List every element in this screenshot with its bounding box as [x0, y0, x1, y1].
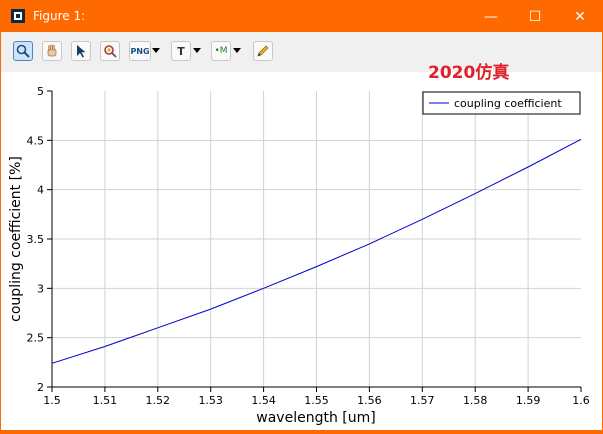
close-button[interactable]: ✕: [574, 8, 586, 25]
y-tick-label: 2.5: [27, 332, 45, 345]
series-line-coupling-coefficient[interactable]: [51, 138, 582, 364]
hand-icon: [47, 44, 57, 57]
x-tick-label: 1.58: [463, 394, 488, 407]
legend[interactable]: coupling coefficient: [422, 91, 581, 115]
x-tick-label: 1.57: [410, 394, 435, 407]
legend-entry: coupling coefficient: [454, 97, 562, 110]
plot-area[interactable]: 1.5 1.51 1.52 1.53 1.54 1.55 1.56 1.57 1.58 1.59 1…: [1, 72, 602, 430]
chevron-down-icon[interactable]: [233, 48, 241, 53]
y-tick-label: 2: [37, 381, 44, 394]
zoom-tool[interactable]: [13, 41, 33, 61]
x-tick-label: 1.5: [43, 394, 61, 407]
app-icon: [11, 9, 25, 23]
draw-tool[interactable]: [253, 41, 273, 61]
select-tool[interactable]: [71, 41, 91, 61]
chevron-down-icon[interactable]: [193, 48, 201, 53]
y-axis-label: coupling coefficient [%]: [8, 156, 24, 322]
y-tick-label: 5: [37, 85, 44, 98]
x-tick-label: 1.52: [146, 394, 171, 407]
y-tick-label: 4: [37, 184, 44, 197]
toolbar: PNG T •M: [1, 32, 602, 72]
x-tick-label: 1.6: [572, 394, 590, 407]
datatip-icon: [104, 45, 117, 58]
marker-icon: •M: [214, 46, 228, 56]
pencil-icon: [257, 45, 269, 57]
pan-tool[interactable]: [42, 41, 62, 61]
x-tick-label: 1.53: [198, 394, 223, 407]
y-tick-label: 4.5: [27, 134, 45, 147]
y-tick-label: 3: [37, 282, 44, 295]
magnifier-icon: [16, 44, 30, 58]
grid: [52, 91, 581, 387]
minimize-button[interactable]: —: [484, 8, 498, 25]
x-axis-label: wavelength [um]: [256, 410, 375, 426]
x-tick-label: 1.51: [93, 394, 118, 407]
png-export-icon: PNG: [130, 46, 150, 56]
arrow-cursor-icon: [77, 45, 86, 58]
series-layer: [51, 138, 582, 364]
maximize-button[interactable]: ☐: [528, 8, 542, 25]
marker-tool[interactable]: •M: [211, 41, 231, 61]
line-chart[interactable]: 1.5 1.51 1.52 1.53 1.54 1.55 1.56 1.57 1.58 1.59 1…: [1, 72, 602, 430]
x-tick-label: 1.56: [357, 394, 382, 407]
x-tick-label: 1.54: [251, 394, 276, 407]
export-png-tool[interactable]: PNG: [129, 41, 151, 61]
x-tick-label: 1.59: [516, 394, 541, 407]
text-tool[interactable]: T: [171, 41, 191, 61]
x-tick-label: 1.55: [304, 394, 329, 407]
datatip-tool[interactable]: [100, 41, 120, 61]
title-bar[interactable]: Figure 1: — ☐ ✕: [1, 1, 602, 32]
axes: 1.5 1.51 1.52 1.53 1.54 1.55 1.56 1.57 1.58 1.59 1…: [27, 85, 590, 407]
text-icon: T: [177, 44, 185, 58]
legend-box: [422, 91, 581, 115]
chevron-down-icon[interactable]: [152, 48, 160, 53]
y-tick-label: 3.5: [27, 233, 45, 246]
window-title: Figure 1:: [33, 9, 86, 23]
annotation-label: 2020仿真: [428, 63, 510, 83]
